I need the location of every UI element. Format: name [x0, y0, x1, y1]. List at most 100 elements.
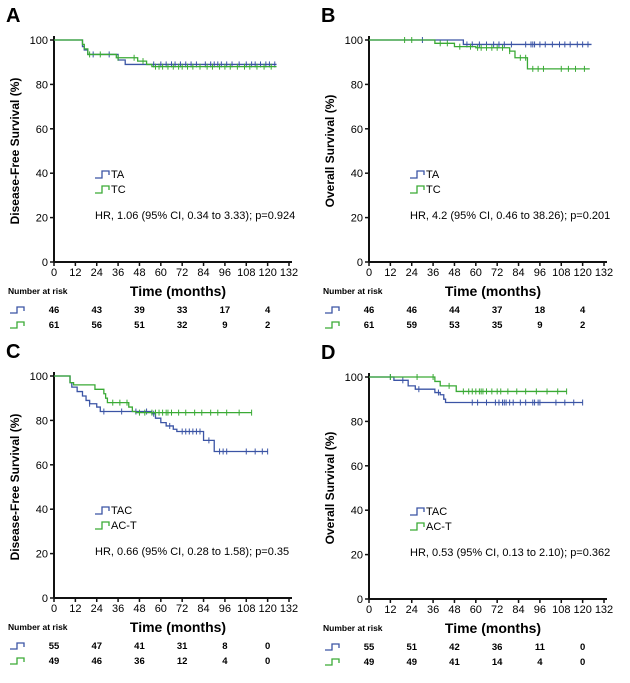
risk-count: 17: [220, 305, 231, 316]
x-tick-label: 108: [552, 604, 570, 616]
risk-count: 9: [537, 320, 542, 331]
x-tick-label: 36: [112, 603, 124, 615]
survival-curve: [369, 376, 583, 404]
risk-count: 55: [364, 642, 375, 653]
risk-count: 0: [580, 657, 585, 668]
y-axis-label: Disease-Free Survival (%): [8, 414, 22, 561]
x-tick-label: 60: [155, 267, 167, 279]
risk-count: 4: [265, 305, 271, 316]
x-tick-label: 96: [219, 603, 231, 615]
y-axis-label: Disease-Free Survival (%): [8, 78, 22, 225]
x-axis-label: Time (months): [130, 283, 226, 299]
risk-table-title: Number at risk: [323, 286, 383, 296]
x-tick-label: 132: [595, 267, 613, 279]
x-tick-label: 132: [280, 267, 298, 279]
x-tick-label: 24: [406, 267, 418, 279]
x-tick-label: 72: [491, 604, 503, 616]
risk-count: 42: [449, 642, 460, 653]
panel-letter: A: [6, 5, 20, 27]
risk-count: 46: [91, 656, 102, 667]
x-tick-label: 108: [237, 267, 255, 279]
y-tick-label: 40: [36, 504, 48, 516]
x-tick-label: 0: [366, 604, 372, 616]
risk-count: 55: [49, 641, 60, 652]
risk-count: 37: [492, 305, 503, 316]
series-ac-t: [54, 375, 253, 416]
panel-letter: D: [321, 342, 335, 364]
risk-count: 39: [134, 305, 145, 316]
x-axis-label: Time (months): [445, 620, 541, 636]
legend-step-icon: [410, 170, 425, 179]
legend-step-icon: [95, 506, 110, 515]
x-tick-label: 24: [91, 603, 103, 615]
y-tick-label: 80: [36, 79, 48, 91]
x-tick-label: 0: [366, 267, 372, 279]
risk-count: 33: [177, 305, 188, 316]
legend-step-icon: [95, 521, 110, 530]
risk-count: 11: [535, 642, 546, 653]
risk-count: 46: [49, 305, 60, 316]
legend-label: AC-T: [111, 520, 137, 532]
y-tick-label: 60: [36, 460, 48, 472]
y-tick-label: 20: [351, 213, 363, 225]
risk-count: 2: [580, 320, 585, 331]
risk-count: 61: [364, 320, 375, 331]
series-tc: [54, 39, 277, 70]
risk-count: 49: [49, 656, 60, 667]
y-tick-label: 0: [42, 257, 48, 269]
risk-count: 4: [580, 305, 586, 316]
hazard-ratio-annotation: HR, 0.66 (95% CI, 0.28 to 1.58); p=0.35: [95, 546, 289, 558]
hazard-ratio-annotation: HR, 0.53 (95% CI, 0.13 to 2.10); p=0.362: [410, 547, 610, 559]
legend-label: TA: [111, 169, 125, 181]
panel-letter: C: [6, 341, 20, 363]
legend-label: TAC: [111, 505, 132, 517]
x-tick-label: 120: [258, 267, 276, 279]
risk-row-icon: [325, 658, 340, 666]
series-ac-t: [369, 374, 568, 395]
x-tick-label: 60: [470, 267, 482, 279]
x-tick-label: 36: [427, 604, 439, 616]
risk-count: 32: [177, 320, 188, 331]
y-tick-label: 100: [30, 35, 48, 47]
x-tick-label: 0: [51, 603, 57, 615]
x-tick-label: 108: [552, 267, 570, 279]
risk-count: 56: [91, 320, 102, 331]
y-tick-label: 80: [351, 79, 363, 91]
x-tick-label: 120: [258, 603, 276, 615]
series-tac: [54, 375, 269, 455]
x-axis-label: Time (months): [445, 283, 541, 299]
risk-count: 0: [580, 642, 585, 653]
risk-count: 49: [364, 657, 375, 668]
x-tick-label: 12: [69, 603, 81, 615]
y-tick-label: 40: [351, 505, 363, 517]
x-tick-label: 84: [197, 603, 209, 615]
x-tick-label: 60: [470, 604, 482, 616]
hazard-ratio-annotation: HR, 1.06 (95% CI, 0.34 to 3.33); p=0.924: [95, 210, 295, 222]
risk-count: 9: [222, 320, 227, 331]
y-tick-label: 60: [351, 461, 363, 473]
x-tick-label: 60: [155, 603, 167, 615]
legend-step-icon: [410, 507, 425, 516]
legend-label: AC-T: [426, 521, 452, 533]
risk-row-icon: [10, 657, 25, 665]
x-tick-label: 120: [573, 604, 591, 616]
x-tick-label: 72: [176, 603, 188, 615]
risk-count: 35: [492, 320, 503, 331]
y-tick-label: 20: [36, 213, 48, 225]
y-axis-label: Overall Survival (%): [323, 95, 337, 208]
risk-row-icon: [325, 321, 340, 329]
x-tick-label: 96: [534, 604, 546, 616]
risk-table-title: Number at risk: [323, 623, 383, 633]
x-tick-label: 108: [237, 603, 255, 615]
y-tick-label: 0: [42, 593, 48, 605]
x-tick-label: 72: [491, 267, 503, 279]
x-tick-label: 84: [512, 604, 524, 616]
y-tick-label: 60: [36, 124, 48, 136]
legend-label: TC: [111, 184, 126, 196]
risk-count: 44: [449, 305, 460, 316]
risk-table-title: Number at risk: [8, 622, 68, 632]
risk-count: 14: [492, 657, 503, 668]
risk-row-icon: [10, 642, 25, 650]
